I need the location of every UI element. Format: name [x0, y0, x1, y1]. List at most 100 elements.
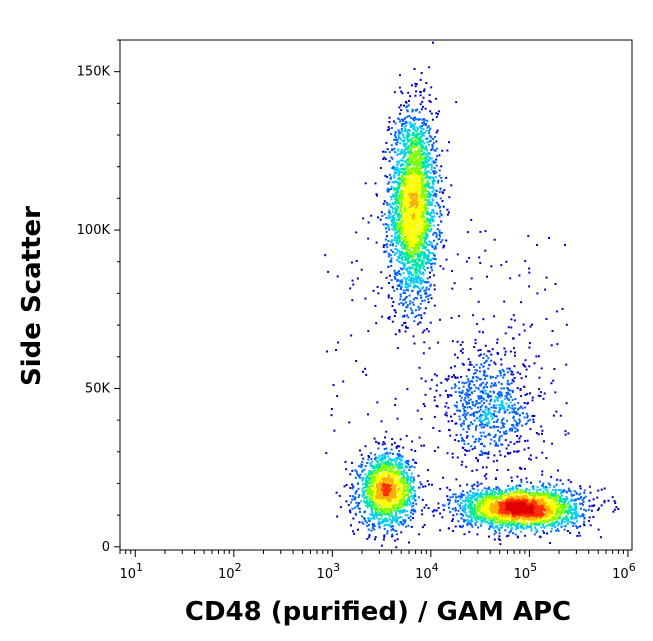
event-point	[398, 177, 400, 180]
event-point	[371, 507, 374, 510]
event-point	[407, 252, 409, 255]
event-point	[419, 167, 422, 169]
event-point	[399, 132, 402, 135]
event-point	[466, 499, 469, 502]
event-point	[458, 525, 461, 528]
event-point	[356, 482, 359, 485]
event-point	[428, 99, 431, 102]
event-point	[419, 94, 422, 97]
event-point	[410, 242, 413, 245]
event-point	[415, 176, 418, 179]
event-point	[375, 492, 378, 495]
event-point	[419, 125, 422, 128]
event-point	[407, 150, 410, 153]
event-point	[384, 238, 387, 241]
event-point	[406, 210, 408, 213]
event-point	[370, 488, 373, 491]
event-point	[430, 265, 433, 268]
event-point	[379, 218, 382, 221]
event-point	[376, 511, 379, 514]
event-point	[403, 322, 406, 324]
event-point	[395, 502, 398, 505]
event-point	[378, 489, 381, 492]
event-point	[430, 297, 433, 300]
event-point	[552, 500, 555, 503]
event-point	[393, 168, 396, 171]
event-point	[417, 227, 420, 230]
event-point	[396, 141, 399, 144]
event-point	[426, 152, 429, 155]
event-point	[378, 526, 381, 529]
event-point	[424, 221, 427, 224]
event-point	[375, 193, 378, 196]
event-point	[403, 486, 405, 489]
event-point	[417, 215, 420, 218]
event-point	[407, 316, 410, 319]
event-point	[400, 189, 403, 192]
event-point	[381, 453, 384, 456]
event-point	[402, 210, 405, 213]
event-point	[404, 200, 407, 203]
event-point	[508, 488, 511, 491]
event-point	[399, 168, 402, 171]
event-point	[410, 140, 413, 143]
event-point	[368, 502, 371, 505]
event-point	[421, 198, 424, 201]
event-point	[427, 223, 430, 226]
event-point	[423, 118, 426, 121]
event-point	[418, 533, 421, 536]
event-point	[391, 496, 394, 499]
event-point	[348, 509, 351, 512]
event-point	[358, 502, 361, 504]
event-point	[412, 237, 415, 239]
event-point	[429, 220, 431, 223]
event-point	[406, 191, 409, 194]
event-point	[391, 521, 393, 524]
event-point	[406, 146, 409, 148]
event-point	[575, 492, 578, 495]
event-point	[408, 252, 411, 255]
event-point	[407, 215, 410, 218]
event-point	[396, 259, 398, 262]
event-point	[403, 118, 406, 121]
event-point	[421, 513, 424, 516]
event-point	[408, 132, 410, 135]
event-point	[351, 498, 354, 501]
event-point	[417, 236, 420, 239]
event-point	[429, 127, 432, 130]
event-point	[393, 491, 396, 494]
event-point	[359, 473, 362, 476]
event-point	[427, 301, 430, 304]
event-point	[413, 320, 416, 323]
event-point	[400, 195, 403, 197]
event-point	[394, 514, 397, 517]
event-point	[365, 521, 368, 524]
event-point	[394, 271, 397, 274]
event-point	[394, 209, 397, 212]
event-point	[387, 126, 390, 129]
event-point	[406, 479, 409, 482]
event-point	[411, 205, 414, 208]
event-point	[404, 100, 407, 103]
event-point	[418, 208, 420, 211]
event-point	[560, 501, 563, 504]
event-point	[372, 513, 375, 516]
event-point	[393, 147, 396, 150]
event-point	[583, 492, 586, 494]
event-point	[384, 465, 387, 468]
event-point	[404, 258, 407, 261]
event-point	[390, 234, 393, 237]
event-point	[400, 251, 403, 254]
event-point	[406, 121, 409, 124]
event-point	[410, 212, 412, 215]
event-point	[374, 457, 376, 460]
event-point	[410, 210, 413, 213]
event-point	[422, 215, 425, 218]
event-point	[405, 240, 408, 243]
event-point	[391, 514, 393, 517]
event-point	[426, 249, 429, 251]
event-point	[404, 207, 407, 210]
event-point	[402, 497, 405, 500]
event-point	[430, 112, 433, 115]
event-point	[438, 206, 441, 209]
